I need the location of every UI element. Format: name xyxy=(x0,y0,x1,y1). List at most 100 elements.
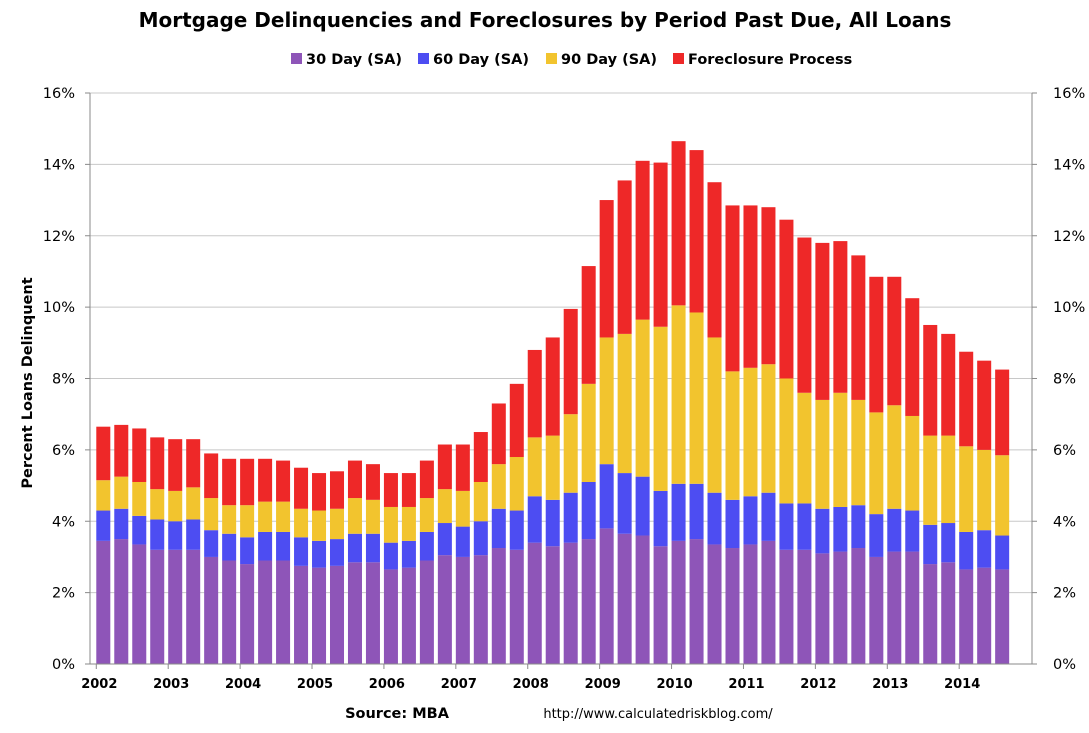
bar-segment-60-day xyxy=(995,535,1010,570)
bar-segment-90-day xyxy=(96,480,111,511)
bar-segment-60-day xyxy=(258,531,273,561)
bar-segment-30-day xyxy=(671,540,686,664)
bar-segment-foreclosure xyxy=(276,460,291,502)
bar-segment-60-day xyxy=(276,531,291,561)
bar-segment-30-day xyxy=(581,539,596,664)
bar-segment-60-day xyxy=(761,492,776,541)
bar-segment-90-day xyxy=(941,435,956,524)
bar-segment-90-day xyxy=(132,481,147,516)
bar-segment-60-day xyxy=(455,526,470,557)
bar-segment-60-day xyxy=(401,540,416,568)
bar-segment-90-day xyxy=(329,508,345,540)
bar-segment-90-day xyxy=(401,506,416,541)
bar-segment-30-day xyxy=(689,539,704,664)
x-tick-label: 2011 xyxy=(728,677,764,692)
bar-segment-90-day xyxy=(563,414,578,493)
bar-segment-60-day xyxy=(96,510,111,541)
bar-segment-60-day xyxy=(707,492,722,545)
bar-segment-30-day xyxy=(509,549,524,664)
legend-label: 60 Day (SA) xyxy=(433,52,529,68)
bar-segment-90-day xyxy=(150,489,165,520)
bar-segment-60-day xyxy=(617,473,632,534)
y-tick-label-right: 16% xyxy=(1053,86,1085,102)
bar-segment-90-day xyxy=(114,476,129,509)
bar-segment-30-day xyxy=(96,540,111,664)
chart-title: Mortgage Delinquencies and Foreclosures … xyxy=(139,8,952,32)
bar-segment-60-day xyxy=(905,510,920,552)
bar-segment-foreclosure xyxy=(743,205,758,368)
bar-segment-foreclosure xyxy=(707,182,722,338)
bar-segment-30-day xyxy=(527,542,542,664)
bar-segment-foreclosure xyxy=(905,298,920,416)
bar-segment-foreclosure xyxy=(509,383,524,458)
bar-segment-90-day xyxy=(833,392,848,507)
y-tick-label-right: 4% xyxy=(1053,514,1076,530)
bar-segment-60-day xyxy=(222,533,237,561)
y-tick-label-left: 12% xyxy=(43,229,75,245)
bar-segment-foreclosure xyxy=(923,324,938,436)
bar-segment-90-day xyxy=(509,457,524,511)
bar-segment-90-day xyxy=(689,312,704,484)
axes xyxy=(85,92,1037,669)
source-url: http://www.calculatedriskblog.com/ xyxy=(543,707,773,722)
bar-segment-30-day xyxy=(905,551,920,664)
bar-segment-90-day xyxy=(383,506,398,543)
bar-segment-foreclosure xyxy=(653,162,668,327)
bar-segment-60-day xyxy=(599,464,614,529)
y-tick-label-right: 12% xyxy=(1053,229,1085,245)
legend-swatch xyxy=(418,53,429,64)
bar-segment-90-day xyxy=(545,435,560,500)
legend-swatch xyxy=(673,53,684,64)
x-tick-label: 2008 xyxy=(513,677,549,692)
bar-segment-foreclosure xyxy=(761,207,776,365)
bar-segment-foreclosure xyxy=(383,473,398,507)
bar-segment-90-day xyxy=(779,378,794,504)
bar-segment-90-day xyxy=(887,405,902,509)
bar-segment-30-day xyxy=(186,549,201,664)
bar-segment-90-day xyxy=(653,326,668,491)
bar-segment-foreclosure xyxy=(312,473,327,511)
bar-segment-30-day xyxy=(258,560,273,664)
bar-segment-30-day xyxy=(473,555,488,664)
bar-segment-90-day xyxy=(635,319,650,477)
bar-segment-30-day xyxy=(707,544,722,664)
bar-segment-foreclosure xyxy=(869,276,884,413)
bar-segment-60-day xyxy=(887,508,902,552)
bar-segment-60-day xyxy=(365,533,380,563)
y-tick-label-right: 2% xyxy=(1053,586,1076,602)
bar-segment-60-day xyxy=(635,476,650,536)
bar-segment-30-day xyxy=(941,562,956,664)
legend-swatch xyxy=(546,53,557,64)
bar-segment-90-day xyxy=(725,371,740,500)
bar-segment-90-day xyxy=(204,498,219,531)
x-tick-label: 2013 xyxy=(872,677,908,692)
bar-segment-60-day xyxy=(959,531,974,570)
bar-segment-60-day xyxy=(312,540,327,568)
bar-segment-90-day xyxy=(473,481,488,522)
y-tick-label-left: 2% xyxy=(52,586,75,602)
bar-segment-foreclosure xyxy=(599,200,614,338)
bar-segment-foreclosure xyxy=(437,444,452,490)
bar-segment-60-day xyxy=(383,542,398,570)
bar-segment-30-day xyxy=(329,565,345,664)
bar-segment-60-day xyxy=(815,508,830,554)
bar-segment-foreclosure xyxy=(419,460,434,499)
bar-segment-30-day xyxy=(743,544,758,664)
bar-segment-90-day xyxy=(527,437,542,497)
bar-segment-30-day xyxy=(923,564,938,664)
bar-segment-30-day xyxy=(276,560,291,664)
x-tick-label: 2014 xyxy=(944,677,980,692)
bar-segment-90-day xyxy=(851,399,866,506)
bar-segment-30-day xyxy=(815,553,830,664)
bar-segment-30-day xyxy=(545,546,560,664)
bar-segment-60-day xyxy=(132,515,147,545)
legend-swatch xyxy=(291,53,302,64)
bar-segment-foreclosure xyxy=(491,403,506,465)
bar-segment-30-day xyxy=(617,533,632,664)
legend-label: Foreclosure Process xyxy=(688,52,852,68)
y-tick-label-right: 0% xyxy=(1053,657,1076,673)
bar-segment-90-day xyxy=(959,446,974,532)
bar-segment-60-day xyxy=(563,492,578,543)
bar-segment-90-day xyxy=(707,337,722,493)
